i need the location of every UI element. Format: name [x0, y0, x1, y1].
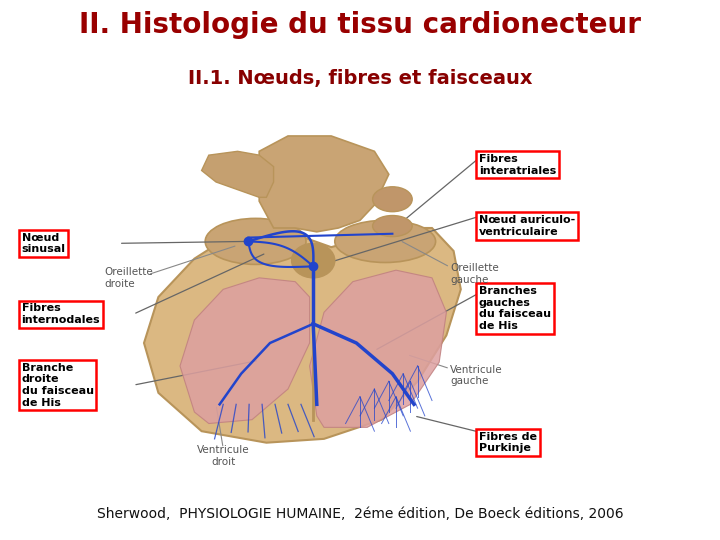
Text: Sherwood,  PHYSIOLOGIE HUMAINE,  2éme édition, De Boeck éditions, 2006: Sherwood, PHYSIOLOGIE HUMAINE, 2éme édit…: [96, 508, 624, 521]
Ellipse shape: [373, 187, 413, 212]
Text: II. Histologie du tissu cardionecteur: II. Histologie du tissu cardionecteur: [79, 11, 641, 39]
PathPatch shape: [180, 278, 310, 423]
Text: Fibres
interatriales: Fibres interatriales: [479, 154, 556, 176]
PathPatch shape: [144, 228, 461, 443]
PathPatch shape: [310, 270, 446, 427]
Ellipse shape: [205, 218, 306, 265]
Text: Fibres
internodales: Fibres internodales: [22, 303, 100, 325]
Text: Oreillette
droite: Oreillette droite: [104, 267, 153, 288]
Text: Nœud
sinusal: Nœud sinusal: [22, 233, 66, 254]
Text: Nœud auriculо-
ventriculaire: Nœud auriculо- ventriculaire: [479, 215, 575, 237]
Ellipse shape: [335, 220, 436, 262]
Text: II.1. Nœuds, fibres et faisceaux: II.1. Nœuds, fibres et faisceaux: [188, 70, 532, 89]
PathPatch shape: [202, 151, 274, 197]
Text: Fibres de
Purkinje: Fibres de Purkinje: [479, 432, 537, 454]
PathPatch shape: [259, 136, 389, 232]
Text: Ventricule
droit: Ventricule droit: [197, 446, 250, 467]
Ellipse shape: [373, 215, 413, 237]
Text: Branches
gauches
du faisceau
de His: Branches gauches du faisceau de His: [479, 286, 551, 331]
Text: Branche
droite
du faisceau
de His: Branche droite du faisceau de His: [22, 363, 94, 408]
Text: Oreillette
gauche: Oreillette gauche: [450, 263, 499, 285]
Ellipse shape: [292, 244, 335, 278]
Text: Ventricule
gauche: Ventricule gauche: [450, 365, 503, 387]
